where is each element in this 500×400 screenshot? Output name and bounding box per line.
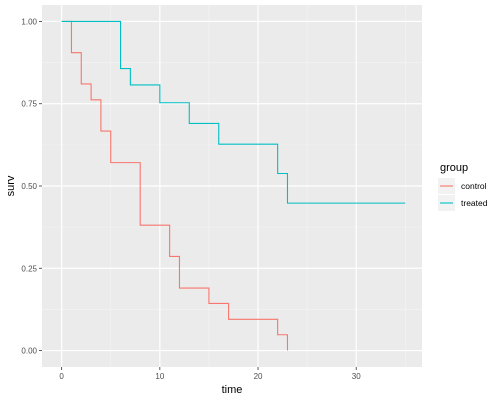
legend-label-control: control	[461, 181, 487, 191]
series-line-treated	[61, 20, 406, 204]
x-axis: 0 10 20 30	[59, 367, 361, 381]
legend: group control treated	[438, 162, 488, 211]
legend-label-treated: treated	[461, 198, 488, 208]
y-tick-label: 1.00	[21, 17, 37, 26]
grid-major	[42, 5, 422, 367]
y-tick-label: 0.75	[21, 100, 37, 109]
y-tick-label: 0.25	[21, 264, 37, 273]
x-tick-label: 0	[59, 372, 64, 381]
x-axis-title: time	[222, 384, 243, 396]
y-axis-title: surv	[5, 175, 17, 196]
x-tick-label: 20	[254, 372, 263, 381]
y-tick-label: 0.50	[21, 182, 37, 191]
x-tick-label: 10	[155, 372, 164, 381]
series-layer	[61, 20, 406, 351]
legend-items: control treated	[438, 178, 488, 211]
y-axis: 0.00 0.25 0.50 0.75 1.00	[21, 17, 42, 356]
legend-title: group	[440, 162, 468, 174]
y-tick-label: 0.00	[21, 347, 37, 356]
series-line-control	[61, 20, 289, 351]
x-tick-label: 30	[352, 372, 361, 381]
